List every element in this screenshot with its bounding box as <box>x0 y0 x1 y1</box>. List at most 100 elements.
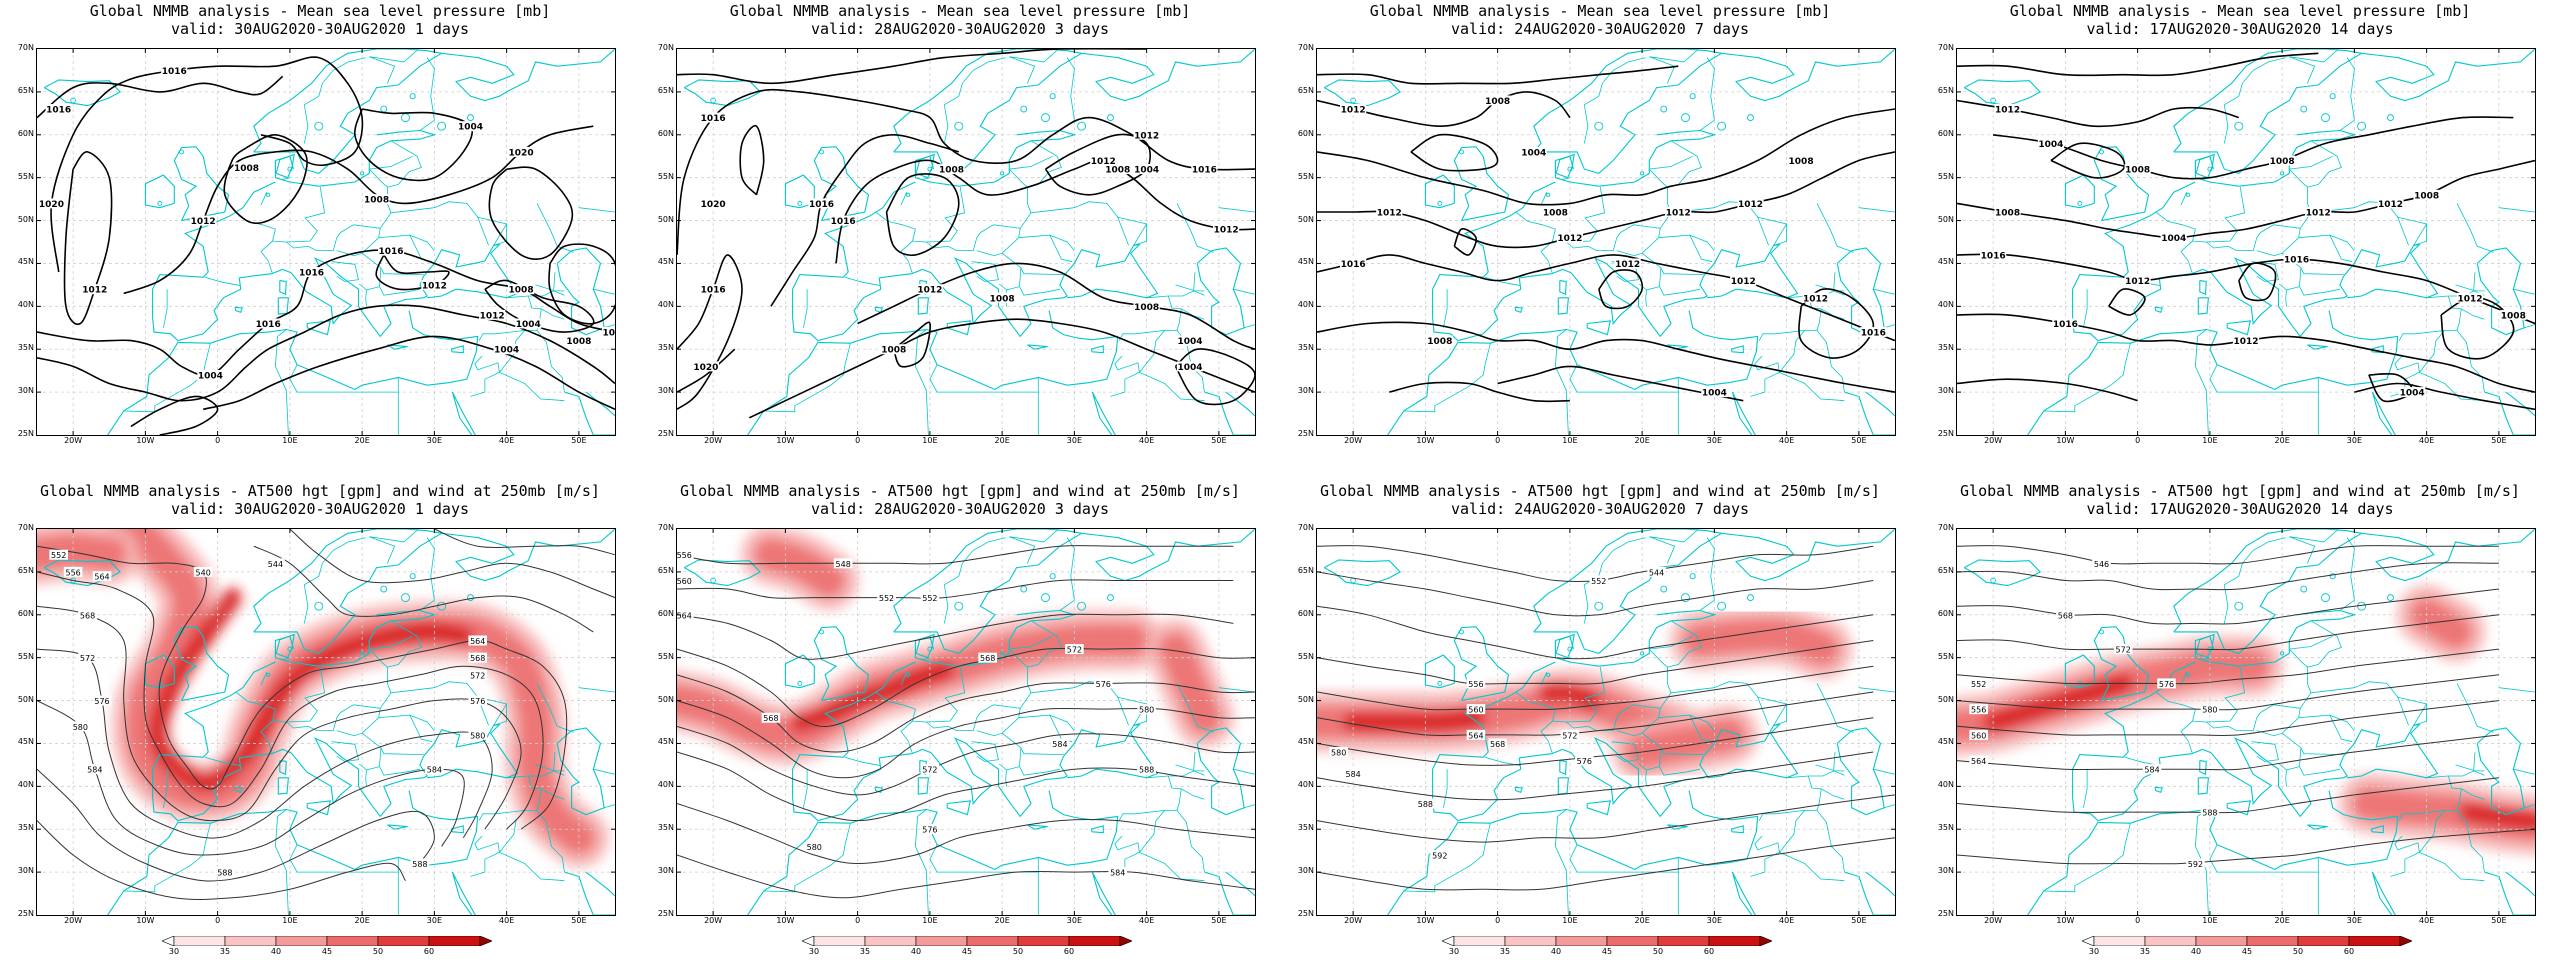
lake-outline <box>1640 651 1645 656</box>
contour-label-bg <box>1133 164 1160 175</box>
contour-label: 1008 <box>1427 337 1452 347</box>
isoline <box>37 768 435 882</box>
map-area: 556 560 564 568 572 576 580 584 588 592 552 544 <box>1316 528 1896 916</box>
lon-label: 40E <box>2419 436 2435 445</box>
contour-label: 1004 <box>198 371 223 381</box>
country-border <box>474 810 526 854</box>
isoline <box>130 395 219 435</box>
contour-label: 1012 <box>1091 157 1116 167</box>
contour-label-bg <box>2124 164 2151 175</box>
contour-label: 1008 <box>2270 157 2295 167</box>
country-border <box>1689 714 1715 731</box>
lake-outline <box>467 114 474 122</box>
coastline <box>279 280 287 296</box>
contour-label: 1012 <box>1995 106 2020 116</box>
isoline <box>1317 794 1895 843</box>
country-border <box>1540 192 1548 206</box>
country-border <box>1403 343 1491 413</box>
contour-label-bg <box>266 558 285 569</box>
coastline <box>234 786 243 793</box>
country-border <box>971 741 999 762</box>
lat-label: 50N <box>657 214 674 224</box>
contour-label-bg <box>2160 232 2187 243</box>
country-border <box>1146 290 1205 299</box>
country-border <box>419 57 435 131</box>
colorbar-tick-label: 40 <box>270 947 282 956</box>
coastline <box>1963 559 2041 587</box>
coastline <box>279 760 287 776</box>
coastline <box>234 306 243 313</box>
country-border <box>1816 810 1845 873</box>
isoline <box>835 159 1255 264</box>
coastline <box>2195 633 2215 659</box>
contour-label-bg <box>215 867 235 878</box>
country-border <box>1616 708 1661 737</box>
coastline <box>2093 146 2150 222</box>
coastline <box>1196 727 1245 816</box>
lon-label: 10E <box>2202 916 2218 925</box>
country-border <box>1699 537 1715 611</box>
country-border <box>2461 308 2485 320</box>
contour-label-bg <box>2052 318 2079 329</box>
country-border <box>1821 788 1845 800</box>
isoline <box>37 820 406 900</box>
contour-label-bg <box>1560 729 1580 740</box>
lon-label: 30E <box>426 916 442 925</box>
contour-label: 1008 <box>2125 166 2150 176</box>
contour-label-bg <box>1133 129 1160 140</box>
lat-label: 35N <box>1937 343 1954 353</box>
contour-label-bg <box>1137 764 1156 775</box>
country-border <box>2289 49 2339 84</box>
colorbar-swatch <box>377 936 430 946</box>
contour-label-bg <box>1994 206 2021 217</box>
lat-label: 50N <box>17 694 34 704</box>
country-border <box>470 372 500 397</box>
isoline <box>677 751 1255 822</box>
coastline <box>1196 247 1245 336</box>
isoline <box>548 243 615 325</box>
contour-label: 1008 <box>509 286 534 296</box>
coastline <box>1554 609 1717 667</box>
contour-label: 556 <box>677 551 692 560</box>
country-border <box>387 620 422 668</box>
colorbar-swatch <box>1068 936 1121 946</box>
map-svg: 1012 1012 1008 1004 1008 1012 1016 1012 1012 1008… <box>1317 49 1895 435</box>
lake-outline <box>467 594 474 602</box>
contour-label-bg <box>1730 275 1757 286</box>
lat-label: 55N <box>1297 651 1314 661</box>
lon-label: 50E <box>1211 916 1227 925</box>
lake-outline <box>287 646 293 652</box>
contour-label: 564 <box>677 611 692 620</box>
country-border <box>2456 810 2485 873</box>
contours <box>1957 545 2535 865</box>
lon-label: 10W <box>776 436 795 445</box>
country-border <box>2043 343 2131 413</box>
contour-label: 1008 <box>364 196 389 206</box>
country-border <box>2397 216 2409 246</box>
lake-outline <box>1567 646 1573 652</box>
contours <box>37 529 615 900</box>
contour-labels: 552 556 560 564 568 572 576 580 584 588 592 546 <box>1969 558 2220 869</box>
lat-label: 70N <box>1937 523 1954 532</box>
isoline <box>37 648 493 839</box>
country-border <box>358 283 367 291</box>
isoline <box>677 854 1255 899</box>
colorbar-swatch <box>275 936 328 946</box>
contour-label: 540 <box>196 568 211 577</box>
coastline <box>451 391 476 435</box>
lake-outline <box>314 121 324 131</box>
country-border <box>2307 140 2342 188</box>
country-border <box>477 216 489 246</box>
coastline <box>2371 871 2396 915</box>
country-border <box>1554 809 1569 915</box>
contour-label: 1020 <box>602 329 615 339</box>
isoline <box>1992 116 2514 180</box>
country-border <box>1566 648 1672 731</box>
coastline <box>893 49 1082 153</box>
contour-label-bg <box>193 566 213 577</box>
lat-label: 25N <box>1937 909 1954 918</box>
country-border <box>474 330 526 374</box>
country-border <box>1515 211 1556 274</box>
lat-label: 35N <box>17 343 34 353</box>
isoline <box>677 49 1147 85</box>
